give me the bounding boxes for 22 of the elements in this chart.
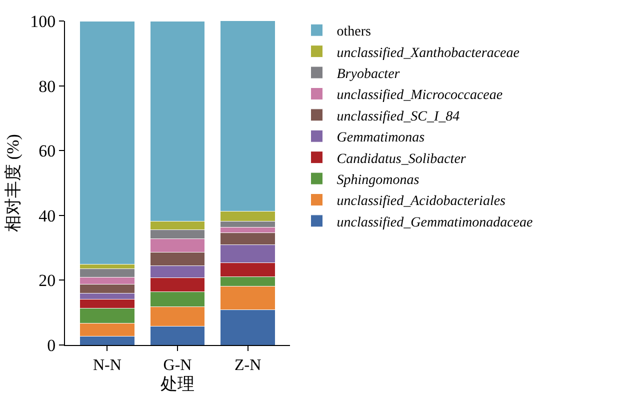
legend-label: unclassified_Gemmatimonadaceae bbox=[336, 215, 533, 230]
y-tick-label: 80 bbox=[38, 76, 56, 96]
y-tick-label: 40 bbox=[38, 206, 56, 226]
y-tick-label: 0 bbox=[47, 336, 56, 355]
legend-label: Gemmatimonas bbox=[336, 130, 426, 146]
x-tick-label: N-N bbox=[92, 357, 122, 374]
legend-label: Bryobacter bbox=[336, 66, 400, 82]
y-tick-label: 100 bbox=[30, 12, 56, 31]
legend-label: others bbox=[336, 24, 371, 40]
x-tick-label: Z-N bbox=[234, 357, 262, 374]
bar bbox=[80, 21, 135, 265]
legend-label: unclassified_Xanthobacteraceae bbox=[336, 46, 520, 61]
legend-label: unclassified_Micrococcaceae bbox=[336, 88, 503, 104]
legend-label: unclassified_Acidobacteriales bbox=[336, 194, 506, 210]
x-tick-label: G-N bbox=[163, 357, 192, 374]
y-tick-label: 20 bbox=[38, 271, 56, 290]
y-axis-title: 相对丰度 (%) bbox=[4, 134, 23, 232]
legend-label: unclassified_SC_I_84 bbox=[336, 109, 460, 124]
legend-label: Sphingomonas bbox=[336, 172, 420, 188]
y-tick-label: 60 bbox=[38, 142, 56, 161]
legend-label: Candidatus_Solibacter bbox=[336, 152, 466, 167]
x-axis-title: 处理 bbox=[160, 374, 194, 394]
